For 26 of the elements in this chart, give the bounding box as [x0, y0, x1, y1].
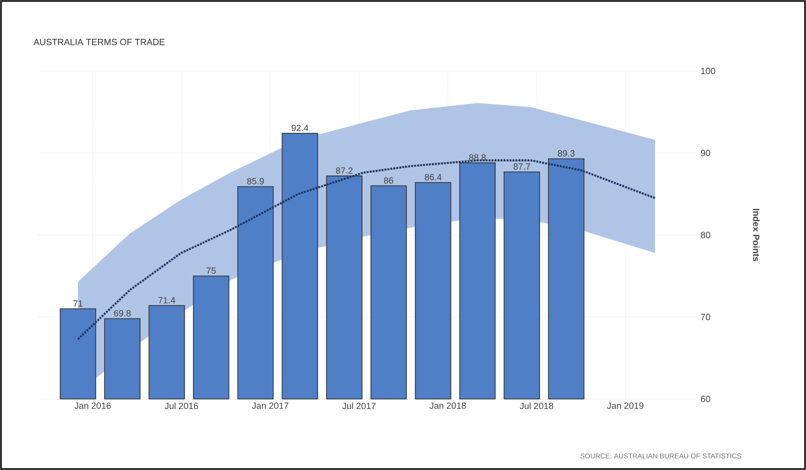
data-label: 88.8: [469, 154, 486, 161]
x-tick-label: Jan 2017: [252, 402, 288, 409]
x-tick-label: Jan 2018: [430, 402, 466, 409]
data-label: 86.4: [424, 174, 442, 180]
y-tick-label: 80: [700, 232, 710, 238]
data-label: 71.4: [158, 297, 176, 304]
x-tick-label: Jan 2016: [74, 402, 111, 409]
data-label: 86: [384, 177, 394, 184]
data-label: 87.2: [336, 167, 353, 174]
x-tick-label: Jul 2018: [520, 402, 554, 410]
y-tick-label: 90: [700, 150, 710, 156]
y-tick-label: 60: [700, 396, 710, 402]
x-tick-label: Jul 2017: [342, 402, 376, 410]
data-label: 75: [206, 268, 216, 274]
data-label: 92.4: [292, 124, 308, 132]
data-label: 87.7: [514, 163, 530, 170]
data-label: 69.8: [114, 310, 131, 316]
x-tick-label: Jan 2019: [607, 402, 644, 409]
x-tick-label: Jul 2016: [164, 402, 198, 410]
y-tick-label: 70: [700, 314, 710, 320]
data-label: 89.3: [558, 150, 575, 157]
data-label: 71: [73, 300, 83, 307]
y-tick-label: 100: [701, 68, 716, 74]
chart-title: AUSTRALIA TERMS OF TRADE: [34, 38, 165, 46]
y-axis-title: Index Points: [753, 208, 760, 262]
data-label: 85.9: [247, 178, 264, 184]
